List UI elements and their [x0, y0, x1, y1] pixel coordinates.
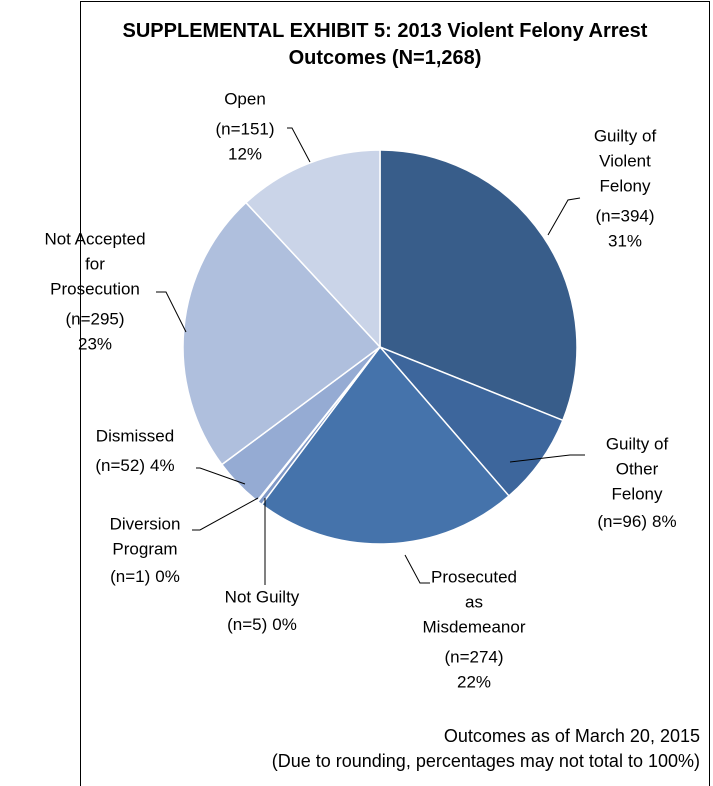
percent-label: 22% — [457, 672, 491, 691]
slice-value-label: (n=96) 8% — [597, 512, 676, 531]
footnote: (Due to rounding, percentages may not to… — [272, 751, 700, 771]
percent-label: 31% — [608, 231, 642, 250]
slice-label: Prosecution — [50, 279, 140, 298]
slice-label: Dismissed — [96, 426, 174, 445]
slice-label: Misdemeanor — [423, 617, 526, 636]
leader-line — [196, 467, 246, 485]
slice-label: Diversion — [110, 514, 181, 533]
slice-label: as — [465, 592, 483, 611]
slice-label: Not Guilty — [225, 587, 300, 606]
pie-slice — [379, 346, 564, 497]
slice-label: Prosecuted — [431, 567, 517, 586]
value-label: (n=151) — [215, 119, 274, 138]
percent-label: 4% — [150, 456, 175, 475]
leader-line — [547, 197, 581, 236]
slice-label: Guilty of — [594, 126, 657, 145]
slice-label: Violent — [599, 151, 651, 170]
leader-line — [404, 554, 430, 584]
percent-label: 0% — [155, 567, 180, 586]
slice-label: Felony — [599, 176, 651, 195]
pie-slice — [182, 201, 382, 466]
pie-slice — [244, 149, 381, 349]
percent-label: 8% — [652, 512, 677, 531]
percent-label: 23% — [78, 334, 112, 353]
slice-value-label: (n=1) 0% — [110, 567, 180, 586]
percent-label: 0% — [272, 615, 297, 634]
value-label: (n=274) — [444, 647, 503, 666]
footnote: Outcomes as of March 20, 2015 — [444, 726, 700, 746]
slice-label: Other — [616, 459, 659, 478]
value-label: (n=52) — [95, 456, 145, 475]
pie-slice — [379, 149, 578, 422]
pie-slice — [260, 345, 510, 545]
value-label: (n=1) — [110, 567, 150, 586]
value-label: (n=295) — [65, 309, 124, 328]
slice-value-label: (n=52) 4% — [95, 456, 174, 475]
slice-label: Felony — [611, 484, 663, 503]
value-label: (n=96) — [597, 512, 647, 531]
value-label: (n=394) — [595, 206, 654, 225]
value-label: (n=5) — [227, 615, 267, 634]
slice-label: Guilty of — [606, 434, 669, 453]
slice-label: Open — [224, 89, 266, 108]
leader-line — [287, 127, 311, 163]
slice-label: Not Accepted — [44, 229, 145, 248]
chart-frame — [80, 1, 710, 786]
percent-label: 12% — [228, 144, 262, 163]
slice-value-label: (n=5) 0% — [227, 615, 297, 634]
chart-title: SUPPLEMENTAL EXHIBIT 5: 2013 Violent Fel… — [122, 20, 648, 69]
leader-line — [156, 291, 187, 333]
leader-line — [509, 454, 585, 463]
slice-label: Program — [112, 539, 177, 558]
leader-line — [192, 497, 259, 531]
slice-label: for — [85, 254, 105, 273]
